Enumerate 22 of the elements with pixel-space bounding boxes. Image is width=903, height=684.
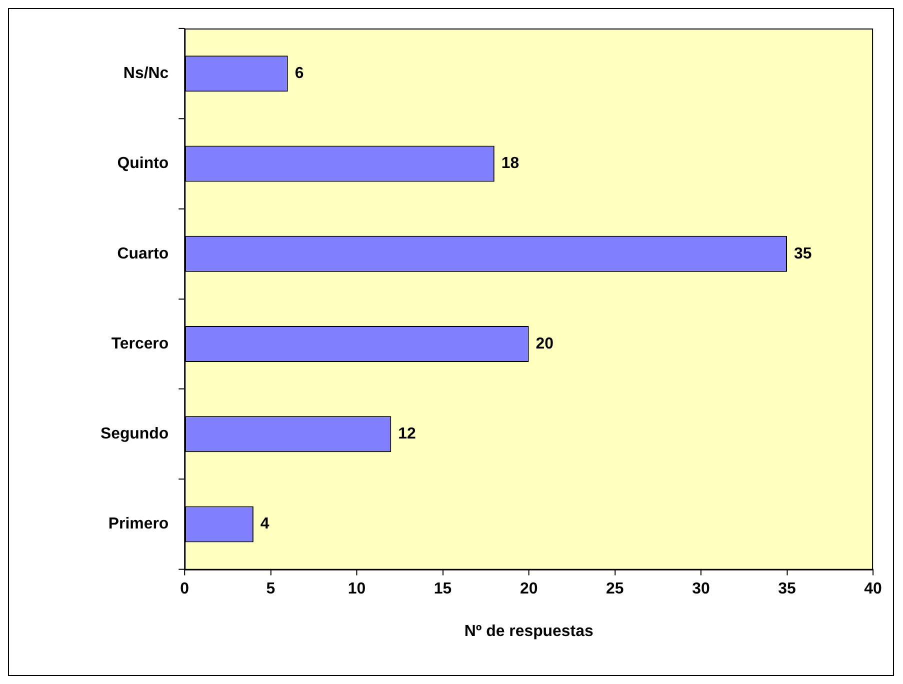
data-label: 18 [501,155,520,172]
x-tick-label: 25 [606,580,624,598]
data-label: 6 [294,65,304,82]
y-tick-label: Quinto [117,155,169,172]
y-tick-label: Primero [108,516,169,533]
x-tick-label: 35 [778,580,796,598]
y-tick-label: Cuarto [117,245,169,262]
x-tick-label: 20 [520,580,538,598]
data-label: 20 [536,335,554,352]
x-tick-label: 30 [692,580,710,598]
data-label: 12 [398,426,416,443]
data-label: 4 [260,516,270,533]
y-tick-label: Ns/Nc [123,65,169,82]
x-tick-label: 5 [266,580,276,598]
x-axis-title: Nº de respuestas [464,622,594,640]
y-tick-label: Tercero [111,335,169,352]
data-label: 35 [794,245,812,262]
x-tick-label: 10 [348,580,366,598]
x-tick-label: 40 [864,580,882,598]
y-tick-label: Segundo [100,426,169,443]
x-tick-label: 0 [180,580,190,598]
x-tick-label: 15 [434,580,452,598]
